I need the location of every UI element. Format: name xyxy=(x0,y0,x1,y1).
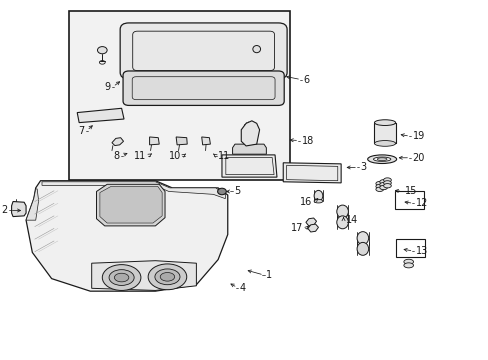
Ellipse shape xyxy=(375,187,383,192)
Polygon shape xyxy=(232,144,266,154)
Text: 16: 16 xyxy=(299,197,311,207)
Ellipse shape xyxy=(403,263,413,268)
Ellipse shape xyxy=(383,184,390,188)
Text: 3: 3 xyxy=(360,162,366,172)
Polygon shape xyxy=(92,261,196,291)
Ellipse shape xyxy=(102,265,141,291)
Polygon shape xyxy=(112,138,123,145)
Polygon shape xyxy=(241,121,259,146)
Ellipse shape xyxy=(374,120,395,126)
FancyBboxPatch shape xyxy=(120,23,286,79)
Text: 15: 15 xyxy=(404,186,416,197)
Ellipse shape xyxy=(155,269,180,285)
Polygon shape xyxy=(149,137,159,145)
Ellipse shape xyxy=(379,185,386,190)
FancyBboxPatch shape xyxy=(123,71,284,105)
Polygon shape xyxy=(12,202,26,217)
Text: 6: 6 xyxy=(303,75,309,85)
Ellipse shape xyxy=(375,184,383,189)
Ellipse shape xyxy=(373,157,390,161)
Polygon shape xyxy=(26,189,39,220)
Text: 9: 9 xyxy=(104,82,110,92)
Ellipse shape xyxy=(383,178,390,182)
Polygon shape xyxy=(222,155,276,177)
Ellipse shape xyxy=(336,205,347,218)
Bar xyxy=(394,191,423,210)
Polygon shape xyxy=(307,224,318,232)
Polygon shape xyxy=(77,108,124,123)
Bar xyxy=(395,239,424,257)
Text: 18: 18 xyxy=(301,136,313,145)
Ellipse shape xyxy=(356,231,368,244)
Text: 19: 19 xyxy=(412,131,424,141)
Polygon shape xyxy=(305,218,316,226)
Polygon shape xyxy=(42,182,225,199)
Ellipse shape xyxy=(375,181,383,186)
Ellipse shape xyxy=(160,273,174,281)
Text: 12: 12 xyxy=(415,198,427,208)
Bar xyxy=(374,123,395,143)
Text: 13: 13 xyxy=(415,246,427,256)
Ellipse shape xyxy=(374,140,395,146)
Ellipse shape xyxy=(252,45,260,53)
Text: 20: 20 xyxy=(412,153,424,163)
Polygon shape xyxy=(176,137,187,145)
Ellipse shape xyxy=(377,158,386,161)
Text: 5: 5 xyxy=(234,186,240,197)
Polygon shape xyxy=(100,186,162,223)
Ellipse shape xyxy=(379,180,386,184)
Text: 11: 11 xyxy=(218,150,230,161)
Text: 14: 14 xyxy=(346,215,358,225)
Ellipse shape xyxy=(336,216,347,229)
Text: 11: 11 xyxy=(134,150,146,161)
Polygon shape xyxy=(26,181,227,291)
Text: 4: 4 xyxy=(239,283,245,293)
Bar xyxy=(68,12,290,180)
Ellipse shape xyxy=(109,270,134,285)
Ellipse shape xyxy=(217,188,226,195)
Ellipse shape xyxy=(97,46,107,54)
Polygon shape xyxy=(96,184,164,226)
Ellipse shape xyxy=(367,155,396,163)
Ellipse shape xyxy=(313,199,322,203)
Text: 2: 2 xyxy=(1,206,7,216)
Text: 17: 17 xyxy=(290,224,303,233)
Text: 7: 7 xyxy=(78,126,84,135)
Text: 8: 8 xyxy=(113,150,119,161)
Polygon shape xyxy=(283,163,341,183)
Text: 10: 10 xyxy=(168,150,181,161)
Ellipse shape xyxy=(114,273,128,282)
Ellipse shape xyxy=(383,181,390,185)
Ellipse shape xyxy=(148,264,186,290)
Polygon shape xyxy=(201,137,210,145)
Ellipse shape xyxy=(403,259,413,264)
Ellipse shape xyxy=(379,183,386,187)
Text: 1: 1 xyxy=(266,270,272,280)
Ellipse shape xyxy=(356,242,368,255)
Ellipse shape xyxy=(313,190,322,201)
